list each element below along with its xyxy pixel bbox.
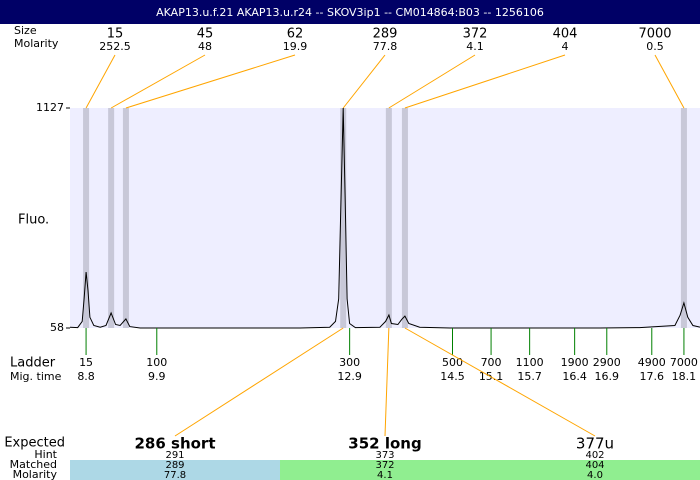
matched-value: 404	[585, 460, 604, 471]
ladder-time: 16.4	[562, 370, 587, 383]
ladder-size: 1100	[516, 356, 544, 369]
ladder-time: 12.9	[337, 370, 362, 383]
expected-label: Expected	[4, 436, 65, 451]
title-bar	[0, 0, 700, 24]
expected-molarity-label: Molarity	[13, 468, 58, 480]
trace	[69, 107, 700, 329]
peak-band	[401, 108, 408, 328]
expected-cell	[70, 460, 280, 480]
ladder-time: 9.9	[148, 370, 166, 383]
peak-connector	[342, 54, 386, 109]
peak-band	[680, 108, 687, 328]
expected-connector	[404, 327, 596, 437]
expected-connector	[384, 327, 390, 437]
size-label: Size	[14, 24, 37, 37]
peak-band	[83, 108, 90, 328]
peak-size: 45	[197, 27, 214, 42]
peak-size: 62	[287, 27, 304, 42]
ladder-size: 100	[146, 356, 167, 369]
matched-label: Matched	[10, 458, 57, 471]
molarity-value: 4.1	[377, 470, 393, 480]
peak-size: 372	[463, 27, 488, 42]
peak-band	[122, 108, 129, 328]
ladder-size: 1900	[561, 356, 589, 369]
expected-cell	[280, 460, 490, 480]
peak-molarity: 0.5	[646, 40, 664, 53]
mig-time-label: Mig. time	[10, 370, 62, 383]
ladder-time: 17.6	[640, 370, 665, 383]
peak-connector	[388, 54, 476, 109]
ladder-time: 15.7	[517, 370, 542, 383]
hint-label: Hint	[34, 448, 57, 461]
ladder-size: 7000	[670, 356, 698, 369]
peak-connector	[110, 54, 206, 109]
peak-size: 404	[553, 27, 578, 42]
y-tick-label: 58	[50, 321, 64, 334]
ladder-size: 2900	[593, 356, 621, 369]
hint-value: 402	[585, 450, 604, 461]
ladder-size: 300	[339, 356, 360, 369]
peak-connector	[85, 54, 116, 109]
chart-title: AKAP13.u.f.21 AKAP13.u.r24 -- SKOV3ip1 -…	[156, 6, 544, 19]
matched-value: 289	[165, 460, 184, 471]
ladder-time: 18.1	[672, 370, 697, 383]
ladder-time: 16.9	[595, 370, 620, 383]
peak-connector	[404, 54, 566, 109]
peak-molarity: 4.1	[466, 40, 484, 53]
peak-connector	[654, 54, 685, 109]
ladder-label: Ladder	[10, 356, 56, 371]
peak-size: 15	[107, 27, 124, 42]
molarity-value: 77.8	[164, 470, 186, 480]
ladder-size: 4900	[638, 356, 666, 369]
peak-band	[108, 108, 115, 328]
ladder-time: 8.8	[77, 370, 95, 383]
expected-connector	[174, 327, 344, 437]
plot-area	[70, 108, 700, 328]
peak-band	[385, 108, 392, 328]
peak-molarity: 4	[562, 40, 569, 53]
hint-value: 373	[375, 450, 394, 461]
peak-molarity: 19.9	[283, 40, 308, 53]
expected-name: 352 long	[348, 435, 421, 453]
peak-molarity: 48	[198, 40, 212, 53]
peak-size: 7000	[638, 27, 671, 42]
expected-name: 286 short	[134, 435, 215, 453]
peak-size: 289	[373, 27, 398, 42]
matched-value: 372	[375, 460, 394, 471]
peak-connector	[125, 54, 296, 109]
peak-molarity: 252.5	[99, 40, 131, 53]
molarity-label: Molarity	[14, 37, 59, 50]
hint-value: 291	[165, 450, 184, 461]
molarity-value: 4.0	[587, 470, 603, 480]
ladder-size: 15	[79, 356, 93, 369]
expected-cell	[490, 460, 700, 480]
peak-band	[340, 108, 347, 328]
expected-name: 377u	[576, 435, 614, 453]
ladder-size: 700	[481, 356, 502, 369]
ladder-time: 14.5	[440, 370, 465, 383]
peak-molarity: 77.8	[373, 40, 398, 53]
y-tick-label: 1127	[36, 101, 64, 114]
ladder-size: 500	[442, 356, 463, 369]
y-axis-label: Fluo.	[18, 213, 49, 228]
